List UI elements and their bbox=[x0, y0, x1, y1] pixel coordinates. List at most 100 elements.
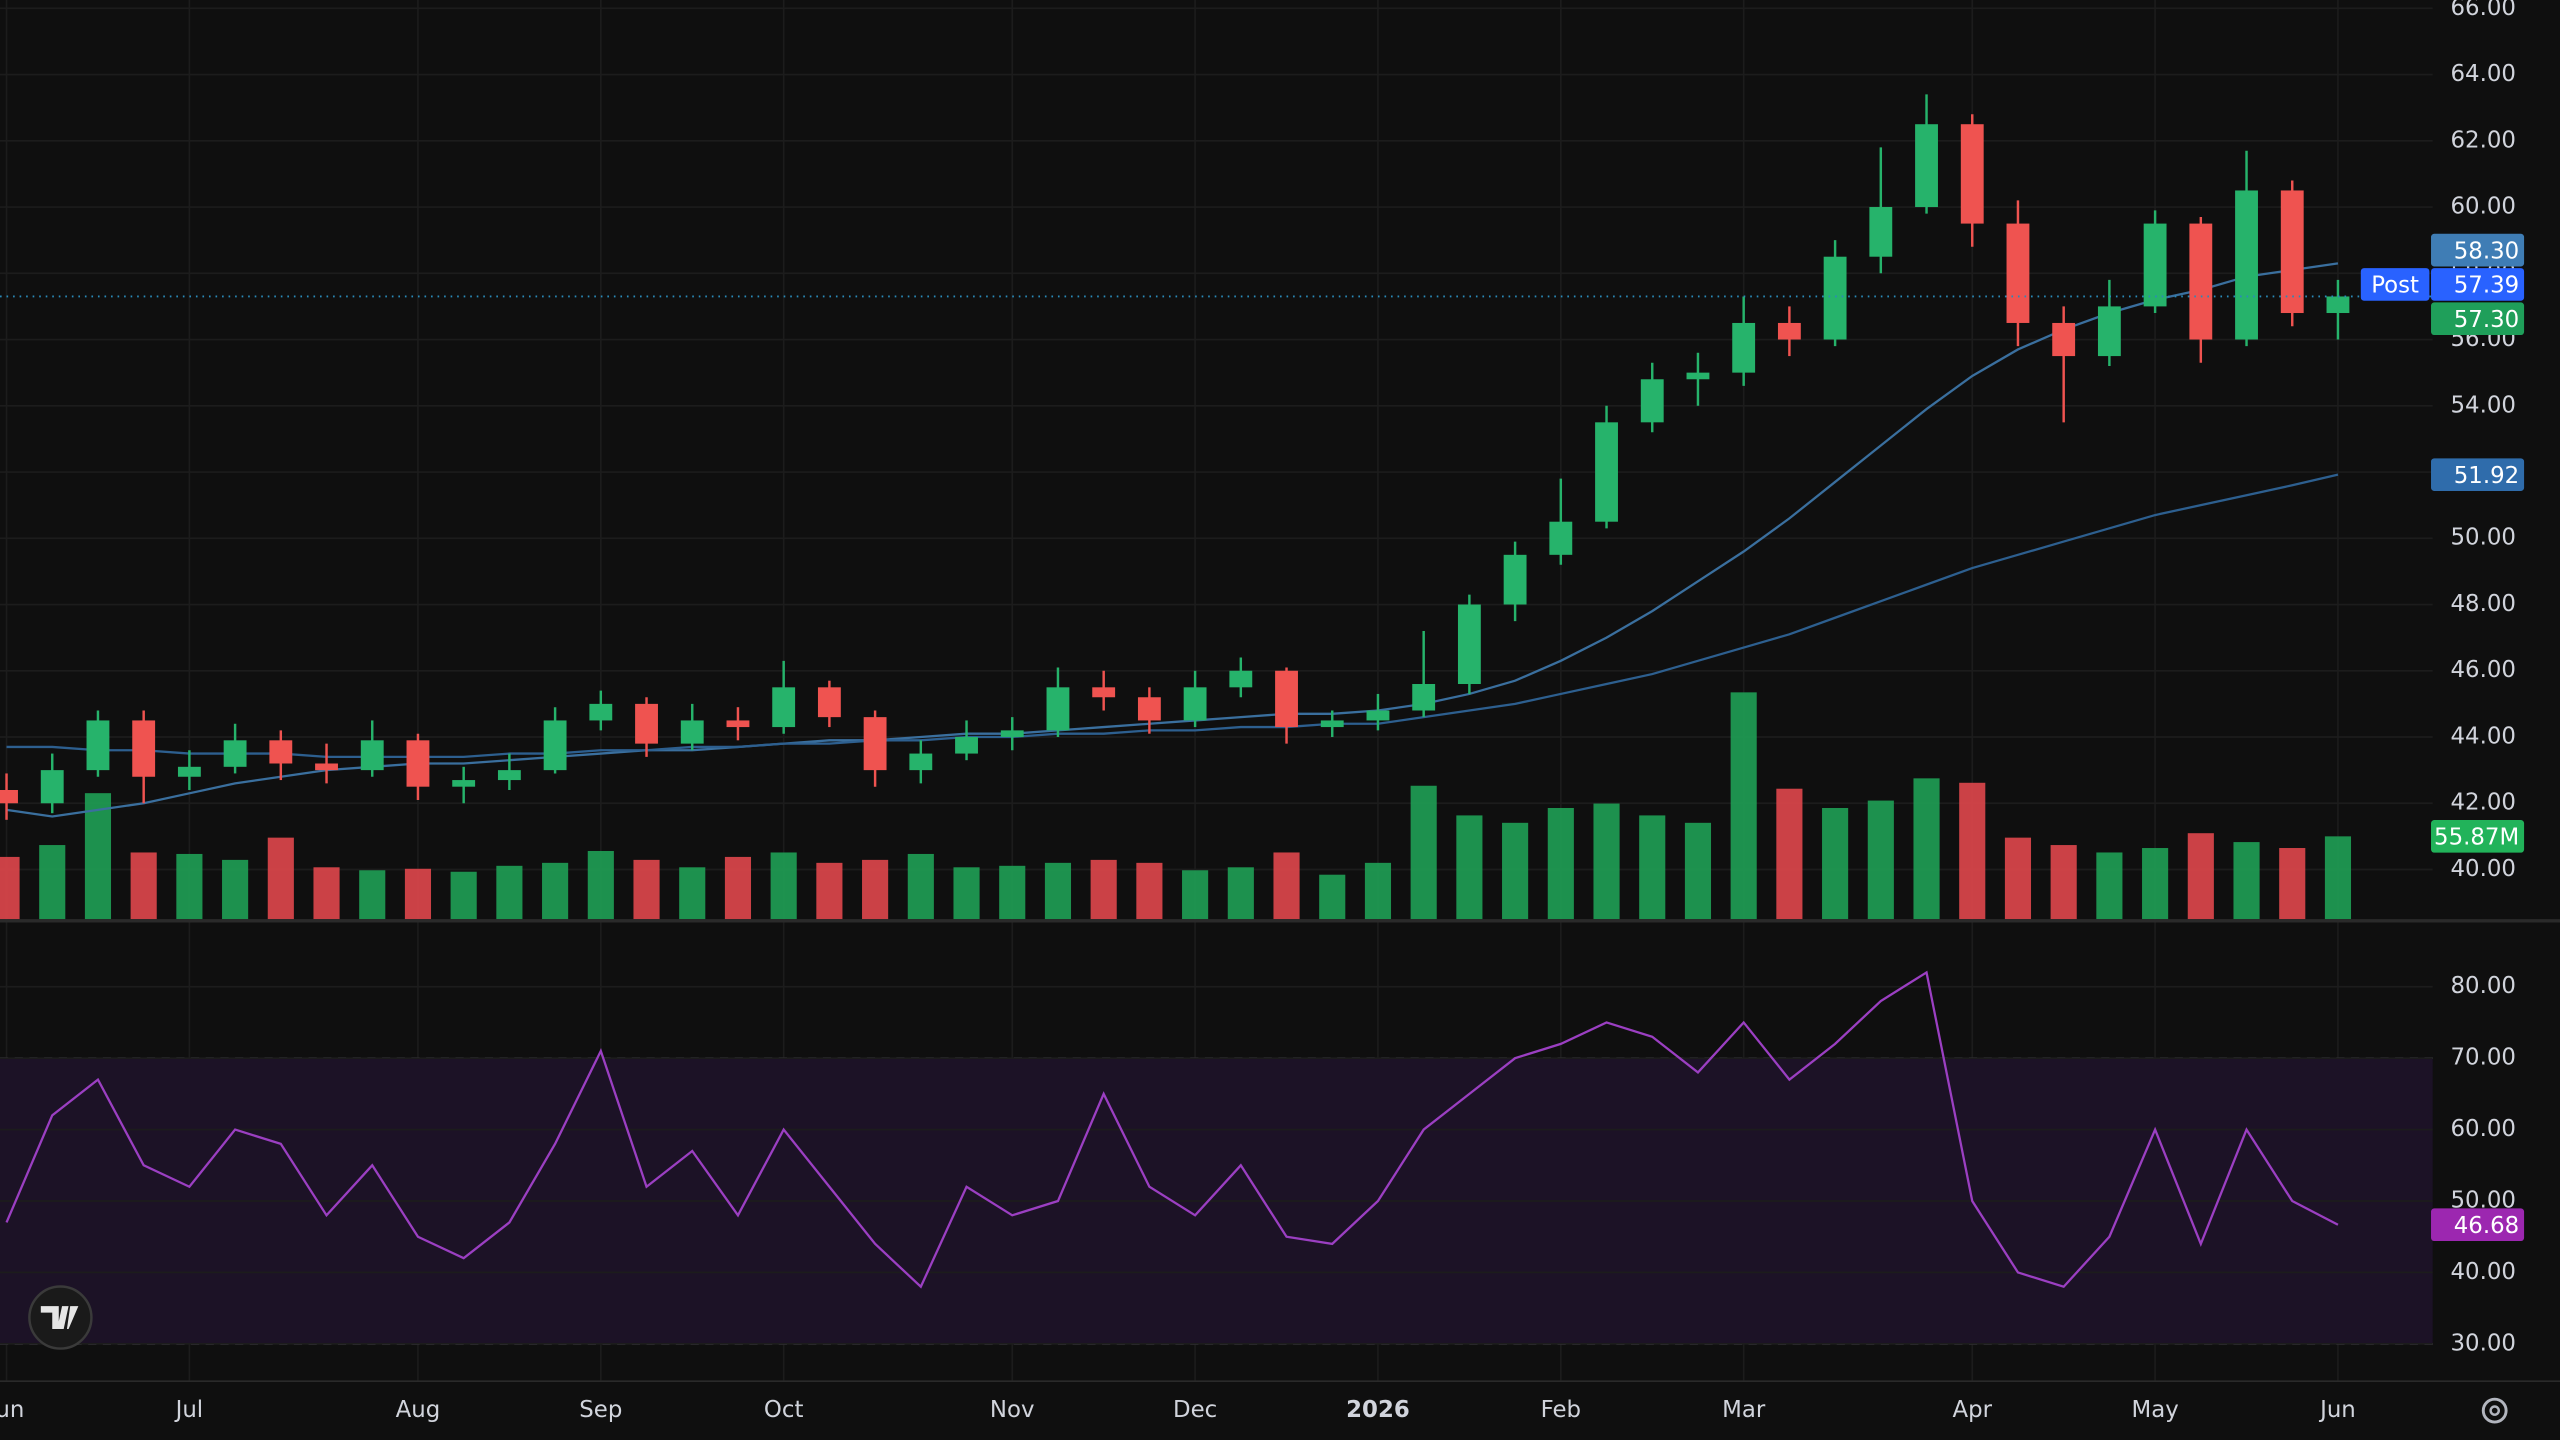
candle-body bbox=[680, 720, 704, 744]
candle-body bbox=[360, 740, 384, 771]
volume-bar bbox=[130, 852, 157, 920]
candle-body bbox=[1595, 422, 1618, 522]
volume-bar bbox=[0, 856, 20, 920]
candle-body bbox=[1046, 687, 1070, 731]
candle-body bbox=[1960, 124, 1984, 224]
y-tick-label: 54.00 bbox=[2451, 392, 2516, 418]
volume-bar bbox=[176, 853, 203, 920]
candle-body bbox=[772, 687, 796, 728]
candle-body bbox=[315, 763, 338, 771]
volume-bar bbox=[313, 867, 340, 920]
candle-body bbox=[1915, 124, 1938, 208]
x-tick-label: Jun bbox=[2318, 1397, 2356, 1423]
volume-bar bbox=[1730, 692, 1757, 920]
candle-body bbox=[1000, 730, 1024, 738]
candle-body bbox=[1640, 379, 1664, 423]
volume-bar bbox=[1090, 859, 1117, 920]
volume-bar bbox=[1044, 862, 1072, 920]
y-tick-label: 42.00 bbox=[2451, 790, 2516, 816]
volume-bar bbox=[1182, 870, 1209, 920]
volume-bar bbox=[222, 859, 249, 920]
candle-body bbox=[1869, 207, 1893, 257]
x-tick-label: Jul bbox=[174, 1397, 204, 1423]
volume-bar bbox=[359, 870, 386, 920]
candle-body bbox=[2189, 223, 2213, 340]
candle-body bbox=[223, 740, 247, 767]
volume-bar bbox=[84, 793, 112, 920]
price-label-box bbox=[2431, 820, 2525, 853]
volume-bar bbox=[1684, 822, 1712, 920]
y-tick-label: 40.00 bbox=[2451, 856, 2516, 882]
volume-bar bbox=[862, 859, 889, 920]
candle-body bbox=[177, 766, 201, 777]
tradingview-logo[interactable] bbox=[28, 1285, 93, 1350]
volume-bar bbox=[1410, 785, 1437, 920]
candle-body bbox=[2143, 223, 2167, 307]
volume-bar bbox=[39, 845, 66, 920]
volume-bar bbox=[1593, 803, 1620, 920]
y-tick-label: 48.00 bbox=[2451, 591, 2516, 617]
y-tick-label: 70.00 bbox=[2451, 1045, 2516, 1071]
volume-bar bbox=[2050, 845, 2077, 920]
y-tick-label: 80.00 bbox=[2451, 973, 2516, 999]
price-label-text: 57.39 bbox=[2454, 273, 2519, 299]
x-tick-label: Apr bbox=[1952, 1397, 1992, 1423]
moving-average-line bbox=[6, 473, 2339, 759]
volume-bar bbox=[770, 852, 797, 920]
price-label-tag: Post bbox=[2371, 273, 2419, 299]
y-tick-label: 62.00 bbox=[2451, 127, 2516, 153]
volume-bar bbox=[1364, 862, 1392, 920]
price-label-text: 55.87M bbox=[2434, 824, 2519, 850]
volume-bar bbox=[1136, 862, 1163, 920]
moving-average-line bbox=[6, 262, 2339, 818]
candle-body bbox=[269, 740, 293, 764]
candle-body bbox=[2326, 296, 2350, 314]
candle-body bbox=[543, 720, 567, 771]
volume-bar bbox=[1776, 788, 1803, 920]
volume-bar bbox=[633, 859, 660, 920]
logo-glyph bbox=[40, 1306, 79, 1329]
candle-body bbox=[635, 703, 658, 744]
candle-body bbox=[955, 737, 978, 754]
price-label-text: 58.30 bbox=[2454, 238, 2519, 264]
candle-body bbox=[1320, 720, 1344, 728]
volume-bar bbox=[267, 837, 294, 920]
volume-bar bbox=[2004, 837, 2032, 920]
x-tick-label: Nov bbox=[990, 1397, 1035, 1423]
y-tick-label: 30.00 bbox=[2451, 1330, 2516, 1356]
candle-body bbox=[452, 780, 476, 787]
price-label-box bbox=[2431, 458, 2525, 491]
candle-body bbox=[2006, 223, 2030, 323]
y-tick-label: 64.00 bbox=[2451, 61, 2516, 87]
candle-body bbox=[1366, 710, 1390, 721]
volume-bar bbox=[724, 856, 752, 920]
settings-button[interactable] bbox=[2481, 1397, 2508, 1424]
x-tick-label: Dec bbox=[1173, 1397, 1217, 1423]
gear-center bbox=[2489, 1405, 2500, 1416]
x-tick-label: Sep bbox=[579, 1397, 622, 1423]
candle-body bbox=[726, 720, 750, 728]
volume-bar bbox=[404, 868, 432, 920]
volume-bar bbox=[1867, 800, 1894, 920]
volume-bar bbox=[450, 871, 477, 920]
volume-bar bbox=[1227, 867, 1254, 920]
price-label-box bbox=[2431, 302, 2525, 336]
rsi-line bbox=[5, 970, 2339, 1289]
grid bbox=[0, 0, 2433, 1382]
volume-bar bbox=[1913, 778, 1940, 920]
candle-body bbox=[1137, 697, 1161, 721]
volume-bar bbox=[2187, 833, 2214, 920]
candle-body bbox=[1503, 554, 1527, 605]
volume-bar bbox=[953, 867, 980, 920]
candle-body bbox=[2235, 190, 2258, 340]
x-tick-label: Jun bbox=[0, 1397, 24, 1423]
candle-body bbox=[2097, 306, 2121, 357]
price-label-box bbox=[2431, 1208, 2525, 1242]
volume-bar bbox=[2279, 848, 2306, 920]
gear-ring[interactable] bbox=[2481, 1397, 2508, 1424]
candle-body bbox=[2052, 322, 2076, 357]
candle-body bbox=[1686, 372, 1710, 380]
y-tick-label: 44.00 bbox=[2451, 724, 2516, 750]
y-tick-label: 60.00 bbox=[2451, 1116, 2516, 1142]
